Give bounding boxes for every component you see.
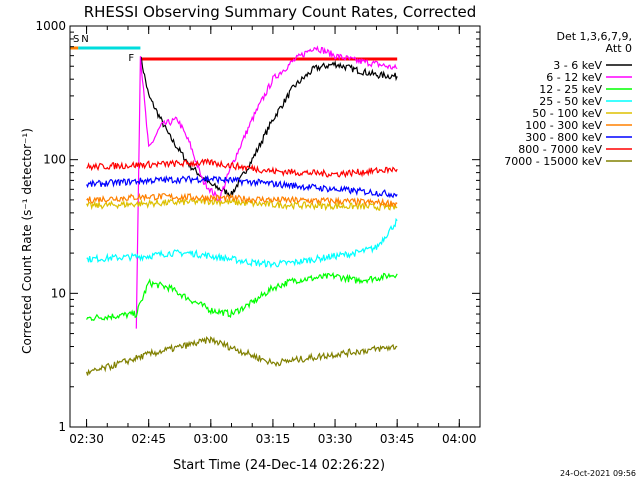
y-tick-label-2: 100 — [43, 153, 66, 167]
x-tick-label-4: 03:30 — [318, 432, 353, 446]
legend-label-5: 100 - 300 keV — [525, 119, 602, 132]
flag-label-n: N — [81, 34, 88, 45]
series-line-3 — [86, 217, 398, 269]
legend-label-6: 300 - 800 keV — [525, 131, 602, 144]
flag-label-f: F — [128, 53, 134, 64]
x-tick-label-1: 02:45 — [131, 432, 166, 446]
x-tick-label-6: 04:00 — [442, 432, 477, 446]
series-line-6 — [86, 174, 398, 199]
y-tick-label-0: 1 — [58, 420, 66, 434]
legend-label-2: 12 - 25 keV — [539, 83, 602, 96]
x-tick-label-3: 03:15 — [256, 432, 291, 446]
legend-label-4: 50 - 100 keV — [532, 107, 602, 120]
series-line-8 — [86, 335, 398, 376]
plot-frame — [69, 25, 481, 428]
series-line-0 — [139, 56, 398, 198]
axes: 02:30 02:45 03:00 03:15 03:30 03:45 04:00 1 10 10… — [35, 19, 481, 446]
y-axis-label: Corrected Count Rate (s⁻¹ detector⁻¹) — [20, 128, 34, 354]
series-line-1 — [135, 45, 398, 329]
series-line-5 — [86, 192, 398, 208]
series-line-2 — [86, 271, 398, 322]
legend-label-0: 3 - 6 keV — [553, 59, 602, 72]
chart-title: RHESSI Observing Summary Count Rates, Co… — [84, 3, 477, 21]
legend-label-1: 6 - 12 keV — [546, 71, 602, 84]
legend-label-7: 800 - 7000 keV — [518, 143, 602, 156]
series-line-7 — [86, 157, 398, 179]
series-line-4 — [86, 196, 398, 212]
y-tick-label-1: 10 — [51, 286, 66, 300]
legend-header-line2: Att 0 — [606, 42, 632, 55]
x-tick-label-0: 02:30 — [69, 432, 104, 446]
timestamp: 24-Oct-2021 09:56 — [560, 469, 636, 478]
x-axis-label: Start Time (24-Dec-14 02:26:22) — [173, 458, 385, 473]
x-tick-label-2: 03:00 — [194, 432, 229, 446]
x-tick-label-5: 03:45 — [380, 432, 415, 446]
legend-label-3: 25 - 50 keV — [539, 95, 602, 108]
legend-header-line1: Det 1,3,6,7,9, — [556, 30, 632, 43]
legend-label-8: 7000 - 15000 keV — [504, 155, 602, 168]
y-tick-label-3: 1000 — [35, 19, 66, 33]
plot-area: S N F — [70, 34, 398, 376]
flag-label-s: S — [73, 34, 79, 45]
